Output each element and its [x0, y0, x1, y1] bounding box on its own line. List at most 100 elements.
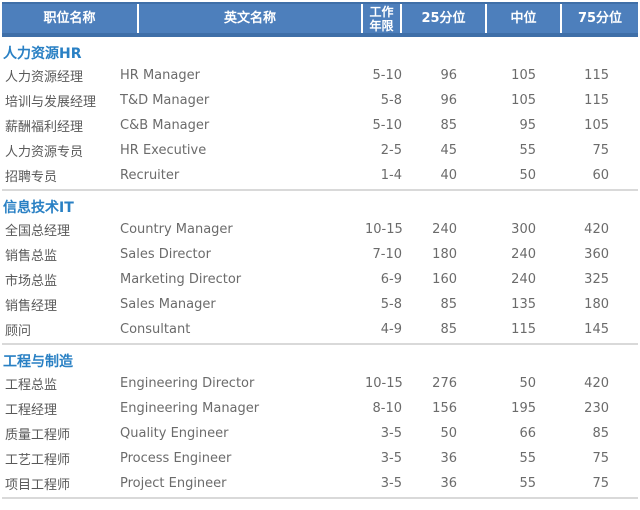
p75-cell: 60 — [592, 168, 609, 183]
table-row: 人力资源专员 HR Executive 2-5 45 55 75 — [2, 138, 638, 163]
job-title-cell: 全国总经理 — [5, 224, 71, 239]
job-title-cell: 销售经理 — [5, 299, 58, 314]
section-title-hr: 人力资源HR — [3, 46, 82, 62]
table-row: 销售经理 Sales Manager 5-8 85 135 180 — [2, 292, 638, 317]
table-row: 培训与发展经理 T&D Manager 5-8 96 105 115 — [2, 88, 638, 113]
job-title-cell: 人力资源经理 — [5, 70, 84, 85]
p75-cell: 420 — [584, 376, 609, 391]
p75-cell: 420 — [584, 222, 609, 237]
work-years-cell: 5-8 — [380, 297, 402, 312]
job-title-cell: 工艺工程师 — [5, 453, 71, 468]
english-name-cell: Country Manager — [120, 222, 233, 237]
column-header-median: 中位 — [487, 4, 560, 33]
job-title-cell: 销售总监 — [5, 249, 58, 264]
section-it: 信息技术IT 全国总经理 Country Manager 10-15 240 3… — [2, 191, 638, 345]
median-cell: 240 — [511, 272, 536, 287]
job-title-cell: 人力资源专员 — [5, 145, 84, 160]
section-divider — [2, 497, 638, 499]
work-years-cell: 8-10 — [372, 401, 402, 416]
median-cell: 135 — [511, 297, 536, 312]
median-cell: 55 — [519, 476, 536, 491]
p75-cell: 105 — [584, 118, 609, 133]
column-header-job-title: 职位名称 — [2, 4, 137, 33]
table-row: 薪酬福利经理 C&B Manager 5-10 85 95 105 — [2, 113, 638, 138]
p75-cell: 360 — [584, 247, 609, 262]
p25-cell: 85 — [440, 297, 457, 312]
column-header-work-years: 工作年限 — [363, 4, 400, 33]
table-row: 全国总经理 Country Manager 10-15 240 300 420 — [2, 217, 638, 242]
table-row: 工程经理 Engineering Manager 8-10 156 195 23… — [2, 396, 638, 421]
p75-cell: 75 — [592, 476, 609, 491]
p25-cell: 50 — [440, 426, 457, 441]
p25-cell: 85 — [440, 322, 457, 337]
work-years-cell: 10-15 — [365, 376, 403, 391]
english-name-cell: Process Engineer — [120, 451, 232, 466]
p75-cell: 75 — [592, 451, 609, 466]
english-name-cell: Marketing Director — [120, 272, 242, 287]
job-title-cell: 质量工程师 — [5, 428, 71, 443]
english-name-cell: Recruiter — [120, 168, 180, 183]
job-title-cell: 市场总监 — [5, 274, 58, 289]
work-years-cell: 1-4 — [380, 168, 402, 183]
english-name-cell: Engineering Director — [120, 376, 255, 391]
p25-cell: 36 — [440, 451, 457, 466]
work-years-cell: 2-5 — [380, 143, 402, 158]
section-divider — [2, 189, 638, 191]
section-divider — [2, 343, 638, 345]
median-cell: 115 — [511, 322, 536, 337]
median-cell: 95 — [519, 118, 536, 133]
table-row: 工艺工程师 Process Engineer 3-5 36 55 75 — [2, 446, 638, 471]
table-row: 市场总监 Marketing Director 6-9 160 240 325 — [2, 267, 638, 292]
job-title-cell: 工程经理 — [5, 403, 58, 418]
table-row: 顾问 Consultant 4-9 85 115 145 — [2, 317, 638, 342]
p25-cell: 276 — [432, 376, 457, 391]
p25-cell: 240 — [432, 222, 457, 237]
work-years-cell: 4-9 — [380, 322, 402, 337]
median-cell: 55 — [519, 451, 536, 466]
table-row: 工程总监 Engineering Director 10-15 276 50 4… — [2, 371, 638, 396]
work-years-cell: 3-5 — [380, 476, 402, 491]
p25-cell: 85 — [440, 118, 457, 133]
section-title-engineering: 工程与制造 — [3, 354, 73, 370]
median-cell: 105 — [511, 68, 536, 83]
english-name-cell: Consultant — [120, 322, 191, 337]
median-cell: 300 — [511, 222, 536, 237]
job-title-cell: 工程总监 — [5, 378, 58, 393]
english-name-cell: Project Engineer — [120, 476, 227, 491]
p25-cell: 160 — [432, 272, 457, 287]
section-engineering: 工程与制造 工程总监 Engineering Director 10-15 27… — [2, 345, 638, 499]
p75-cell: 85 — [592, 426, 609, 441]
p75-cell: 115 — [584, 93, 609, 108]
table-row: 销售总监 Sales Director 7-10 180 240 360 — [2, 242, 638, 267]
work-years-cell: 6-9 — [380, 272, 402, 287]
median-cell: 195 — [511, 401, 536, 416]
p75-cell: 145 — [584, 322, 609, 337]
section-hr: 人力资源HR 人力资源经理 HR Manager 5-10 96 105 115… — [2, 37, 638, 191]
p75-cell: 230 — [584, 401, 609, 416]
table-row: 人力资源经理 HR Manager 5-10 96 105 115 — [2, 63, 638, 88]
work-years-cell: 3-5 — [380, 451, 402, 466]
salary-table: 职位名称 英文名称 工作年限 25分位 中位 75分位 人力资源HR 人力资源经… — [2, 2, 638, 499]
p75-cell: 115 — [584, 68, 609, 83]
work-years-cell: 5-8 — [380, 93, 402, 108]
job-title-cell: 顾问 — [5, 324, 32, 339]
table-row: 质量工程师 Quality Engineer 3-5 50 66 85 — [2, 421, 638, 446]
median-cell: 105 — [511, 93, 536, 108]
english-name-cell: HR Manager — [120, 68, 200, 83]
p25-cell: 96 — [440, 93, 457, 108]
job-title-cell: 招聘专员 — [5, 170, 58, 185]
english-name-cell: Quality Engineer — [120, 426, 229, 441]
job-title-cell: 项目工程师 — [5, 478, 71, 493]
english-name-cell: Sales Manager — [120, 297, 216, 312]
p25-cell: 96 — [440, 68, 457, 83]
p25-cell: 36 — [440, 476, 457, 491]
table-header-row: 职位名称 英文名称 工作年限 25分位 中位 75分位 — [2, 2, 638, 37]
english-name-cell: T&D Manager — [120, 93, 210, 108]
column-header-p75: 75分位 — [562, 4, 638, 33]
work-years-cell: 5-10 — [372, 118, 402, 133]
column-header-p25: 25分位 — [402, 4, 485, 33]
section-title-it: 信息技术IT — [3, 200, 74, 216]
english-name-cell: HR Executive — [120, 143, 207, 158]
job-title-cell: 培训与发展经理 — [5, 95, 97, 110]
job-title-cell: 薪酬福利经理 — [5, 120, 84, 135]
